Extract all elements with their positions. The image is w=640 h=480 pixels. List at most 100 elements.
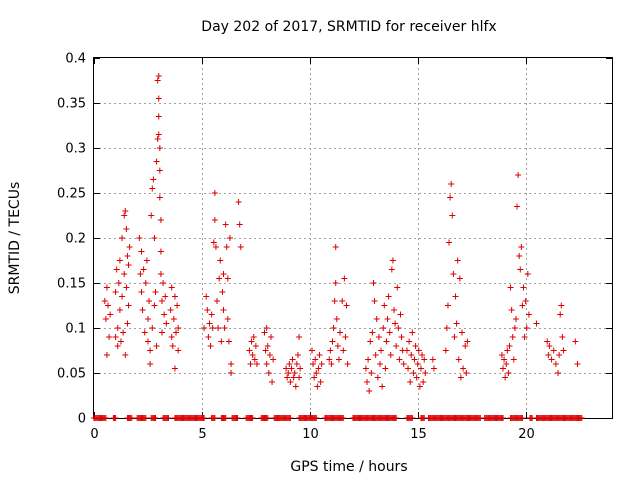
data-point	[101, 298, 108, 304]
data-point	[153, 343, 160, 349]
data-point	[313, 415, 320, 421]
data-point	[409, 329, 416, 336]
data-point	[373, 316, 380, 322]
data-point	[376, 361, 383, 367]
data-point	[410, 370, 417, 376]
data-point	[408, 352, 415, 358]
data-point	[334, 343, 341, 349]
data-point	[211, 217, 218, 223]
data-point	[455, 356, 462, 363]
data-point	[498, 352, 505, 358]
data-point	[148, 212, 155, 219]
y-tick-label: 0.15	[57, 277, 86, 292]
data-point	[422, 370, 429, 376]
data-point	[149, 325, 156, 331]
data-point	[503, 361, 510, 367]
data-point	[337, 329, 344, 336]
data-point	[327, 347, 334, 354]
data-point	[368, 370, 375, 376]
data-point	[140, 266, 147, 273]
data-point	[264, 343, 271, 349]
data-point	[263, 325, 270, 331]
data-point	[122, 208, 129, 214]
data-point	[387, 352, 394, 358]
data-point	[155, 95, 162, 102]
data-point	[341, 275, 348, 282]
data-point	[246, 347, 253, 354]
data-point	[454, 257, 461, 264]
data-point	[414, 361, 421, 367]
data-point	[464, 338, 471, 345]
y-tick-label: 0.1	[65, 322, 86, 337]
data-point	[500, 365, 507, 372]
data-point	[211, 415, 218, 421]
data-point	[249, 415, 256, 421]
data-point	[157, 271, 164, 277]
data-point	[291, 370, 298, 376]
data-point	[225, 338, 232, 345]
data-point	[119, 235, 126, 241]
data-point	[407, 379, 414, 385]
data-point	[313, 370, 320, 376]
data-point	[344, 361, 351, 367]
data-point	[557, 311, 564, 318]
data-point	[220, 271, 227, 277]
data-point	[393, 343, 400, 349]
data-point	[139, 307, 146, 313]
data-point	[224, 275, 231, 282]
data-point	[505, 370, 512, 376]
data-point	[333, 316, 340, 322]
data-point	[248, 338, 255, 345]
data-point	[211, 190, 218, 196]
data-point	[113, 266, 120, 273]
data-point	[151, 302, 158, 309]
data-point	[144, 338, 151, 345]
data-point	[572, 338, 579, 345]
data-point	[449, 212, 456, 219]
data-point	[201, 325, 208, 331]
y-tick-label: 0.05	[57, 367, 86, 382]
data-point	[296, 334, 303, 340]
data-point	[141, 329, 148, 336]
data-point	[217, 257, 224, 264]
data-point	[112, 289, 119, 295]
data-point	[117, 338, 124, 345]
data-point	[168, 284, 175, 291]
data-point	[207, 343, 214, 349]
data-point	[155, 73, 162, 79]
grid	[94, 58, 612, 418]
data-point	[516, 253, 523, 259]
x-tick-label: 5	[198, 427, 206, 442]
data-point	[144, 316, 151, 322]
data-point	[223, 244, 230, 250]
data-point	[374, 374, 381, 381]
data-point	[128, 415, 135, 421]
data-point	[285, 370, 292, 376]
data-point	[205, 334, 212, 340]
data-point	[235, 199, 242, 205]
data-point	[269, 379, 276, 385]
data-point	[318, 361, 325, 367]
data-point	[340, 347, 347, 354]
data-point	[286, 361, 293, 367]
data-point	[328, 361, 335, 367]
data-point	[158, 298, 165, 304]
data-point	[394, 284, 401, 291]
data-point	[550, 347, 557, 354]
data-point	[267, 334, 274, 340]
data-point	[161, 311, 168, 318]
data-point	[247, 361, 254, 367]
data-point	[163, 320, 170, 327]
data-point	[517, 266, 524, 273]
data-point	[150, 176, 157, 183]
data-point	[415, 347, 422, 354]
data-point	[138, 248, 145, 255]
data-point	[311, 374, 318, 381]
data-point	[234, 415, 241, 421]
y-tick-label: 0	[78, 412, 86, 427]
data-point	[222, 415, 229, 421]
data-point	[112, 334, 119, 340]
data-point	[175, 325, 182, 331]
y-tick-label: 0.3	[65, 142, 86, 157]
